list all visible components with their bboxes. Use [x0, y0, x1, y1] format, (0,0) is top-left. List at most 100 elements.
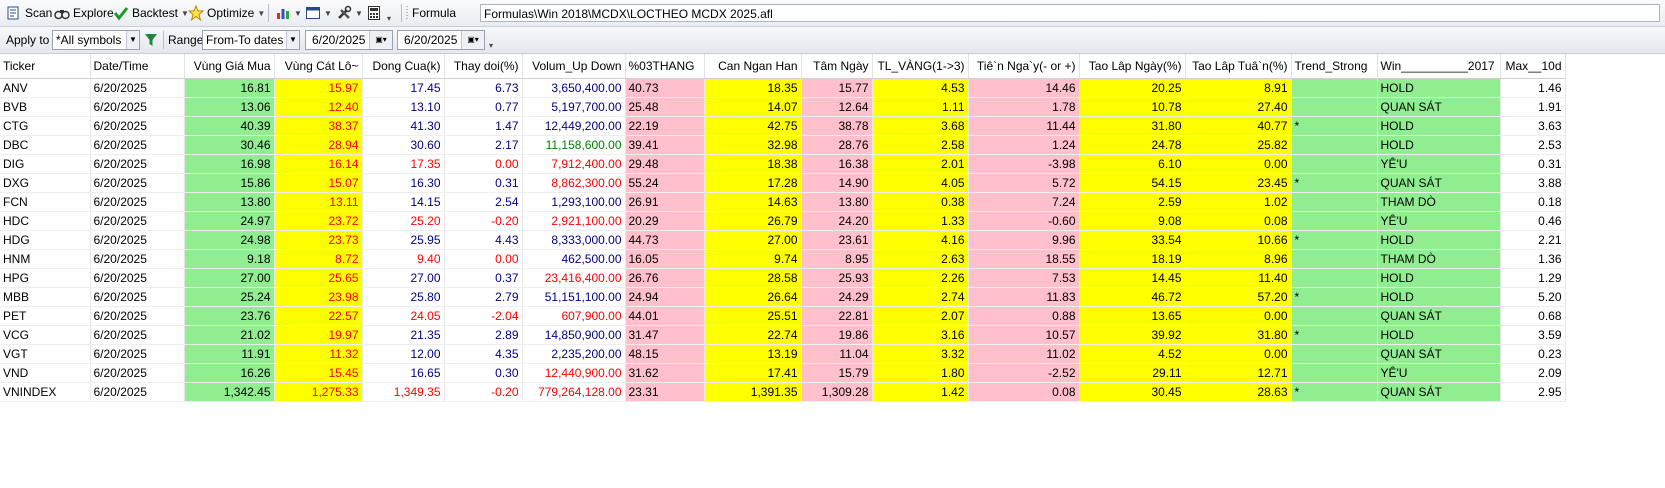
optimize-button[interactable]: Optimize ▼ — [188, 3, 265, 23]
cell-tlngay: 4.52 — [1079, 344, 1186, 364]
layout-dropdown-icon[interactable]: ▼ — [324, 8, 332, 18]
cell-can: 14.07 — [704, 97, 802, 117]
range-select[interactable]: From-To dates ▼ — [202, 30, 300, 50]
cell-thay: 0.77 — [444, 97, 523, 117]
cell-tien: 5.72 — [968, 173, 1080, 193]
optimize-dropdown-icon[interactable]: ▼ — [257, 8, 266, 18]
toolbar-overflow-icon[interactable]: ▾ — [489, 40, 494, 50]
cell-thay: 0.00 — [444, 249, 523, 269]
table-row[interactable]: VCG 6/20/2025 21.02 19.97 21.35 2.89 14,850,90… — [0, 325, 1566, 345]
cell-dong: 25.20 — [362, 211, 445, 231]
cell-tien: -0.60 — [968, 211, 1080, 231]
to-date-picker[interactable]: 6/20/2025 ▣▾ — [397, 30, 485, 50]
backtest-dropdown-icon[interactable]: ▼ — [181, 8, 189, 18]
from-date-picker[interactable]: 6/20/2025 ▣▾ — [305, 30, 393, 50]
column-header[interactable]: %03THANG — [625, 54, 705, 79]
table-row[interactable]: PET 6/20/2025 23.76 22.57 24.05 -2.04 607,900.… — [0, 306, 1566, 326]
cell-tam: 19.86 — [801, 325, 873, 345]
column-header[interactable]: Date/Time — [90, 54, 185, 79]
scan-button[interactable]: Scan — [6, 3, 52, 23]
tools-button[interactable]: ▼ — [336, 3, 363, 23]
cell-max: 1.46 — [1500, 78, 1566, 98]
tools-dropdown-icon[interactable]: ▼ — [355, 8, 363, 18]
apply-to-select[interactable]: *All symbols ▼ — [52, 30, 140, 50]
cell-dong: 30.60 — [362, 135, 445, 155]
cell-tltuan: 0.00 — [1185, 154, 1292, 174]
cell-tien: 18.55 — [968, 249, 1080, 269]
chart-dropdown-icon[interactable]: ▼ — [294, 8, 302, 18]
table-row[interactable]: HPG 6/20/2025 27.00 25.65 27.00 0.37 23,416,40… — [0, 268, 1566, 288]
column-header[interactable]: TL_VÀNG(1->3) — [872, 54, 969, 79]
column-header[interactable]: Tao Lâp Tuâ`n(%) — [1185, 54, 1292, 79]
column-header[interactable]: Volum_Up Down — [522, 54, 626, 79]
cell-trend — [1291, 306, 1378, 326]
table-row[interactable]: HNM 6/20/2025 9.18 8.72 9.40 0.00 462,500.00 16… — [0, 249, 1566, 269]
cell-cat: 11.32 — [274, 344, 363, 364]
table-row[interactable]: HDG 6/20/2025 24.98 23.73 25.95 4.43 8,333,000… — [0, 230, 1566, 250]
cell-tl: 1.42 — [872, 382, 969, 402]
cell-thay: 0.37 — [444, 268, 523, 288]
table-row[interactable]: VGT 6/20/2025 11.91 11.32 12.00 4.35 2,235,200… — [0, 344, 1566, 364]
table-row[interactable]: BVB 6/20/2025 13.06 12.40 13.10 0.77 5,197,700… — [0, 97, 1566, 117]
cell-date: 6/20/2025 — [90, 97, 185, 117]
formula-label: Formula — [406, 3, 456, 23]
explore-button[interactable]: Explore — [54, 3, 114, 23]
layout-button[interactable]: ▼ — [305, 3, 332, 23]
calculator-button[interactable] — [366, 3, 382, 23]
cell-thay: 4.43 — [444, 230, 523, 250]
filter-icon — [145, 34, 157, 46]
cell-mua: 11.91 — [184, 344, 275, 364]
column-header[interactable]: Tiê`n Nga`y(- or +) — [968, 54, 1080, 79]
table-row[interactable]: DIG 6/20/2025 16.98 16.14 17.35 0.00 7,912,400… — [0, 154, 1566, 174]
cell-cat: 23.98 — [274, 287, 363, 307]
table-row[interactable]: HDC 6/20/2025 24.97 23.72 25.20 -0.20 2,921,10… — [0, 211, 1566, 231]
table-row[interactable]: VND 6/20/2025 16.26 15.45 16.65 0.30 12,440,90… — [0, 363, 1566, 383]
column-header[interactable]: Tâm Ngày — [801, 54, 873, 79]
cell-tien: 14.46 — [968, 78, 1080, 98]
cell-tam: 11.04 — [801, 344, 873, 364]
column-header[interactable]: Trend_Strong — [1291, 54, 1378, 79]
apply-to-label: Apply to — [6, 33, 50, 47]
table-row[interactable]: ANV 6/20/2025 16.81 15.97 17.45 6.73 3,650,400… — [0, 78, 1566, 98]
cell-can: 27.00 — [704, 230, 802, 250]
cell-win: HOLD — [1377, 325, 1501, 345]
cell-dong: 14.15 — [362, 192, 445, 212]
filter-button[interactable] — [143, 30, 159, 50]
column-header[interactable]: Dong Cua(k) — [362, 54, 445, 79]
cell-trend: * — [1291, 116, 1378, 136]
cell-dong: 24.05 — [362, 306, 445, 326]
column-header[interactable]: Vùng Cát Lô~ — [274, 54, 363, 79]
column-header[interactable]: Can Ngan Han — [704, 54, 802, 79]
chart-button[interactable]: ▼ — [275, 3, 302, 23]
formula-path-input[interactable]: Formulas\Win 2018\MCDX\LOCTHEO MCDX 2025… — [480, 4, 1660, 22]
cell-max: 3.59 — [1500, 325, 1566, 345]
table-row[interactable]: DBC 6/20/2025 30.46 28.94 30.60 2.17 11,158,60… — [0, 135, 1566, 155]
cell-max: 0.46 — [1500, 211, 1566, 231]
cell-can: 22.74 — [704, 325, 802, 345]
cell-ticker: HDC — [0, 211, 91, 231]
column-header[interactable]: Max__10d — [1500, 54, 1566, 79]
cell-date: 6/20/2025 — [90, 382, 185, 402]
table-row[interactable]: MBB 6/20/2025 25.24 23.98 25.80 2.79 51,151,10… — [0, 287, 1566, 307]
table-row[interactable]: CTG 6/20/2025 40.39 38.37 41.30 1.47 12,449,20… — [0, 116, 1566, 136]
table-row[interactable]: FCN 6/20/2025 13.80 13.11 14.15 2.54 1,293,100… — [0, 192, 1566, 212]
column-header[interactable]: Thay doi(%) — [444, 54, 523, 79]
column-header[interactable]: Vùng Giá Mua — [184, 54, 275, 79]
toolbar-separator — [268, 4, 269, 22]
cell-date: 6/20/2025 — [90, 344, 185, 364]
table-row[interactable]: DXG 6/20/2025 15.86 15.07 16.30 0.31 8,862,300… — [0, 173, 1566, 193]
cell-mua: 16.26 — [184, 363, 275, 383]
table-row[interactable]: VNINDEX 6/20/2025 1,342.45 1,275.33 1,349.35… — [0, 382, 1566, 402]
cell-tlngay: 18.19 — [1079, 249, 1186, 269]
cell-tltuan: 25.82 — [1185, 135, 1292, 155]
backtest-button[interactable]: Backtest ▼ — [113, 3, 189, 23]
toolbar-overflow-icon[interactable]: ▾ — [387, 13, 392, 23]
column-header[interactable]: Ticker — [0, 54, 91, 79]
cell-tien: 10.57 — [968, 325, 1080, 345]
grip-icon — [406, 6, 408, 20]
cell-date: 6/20/2025 — [90, 249, 185, 269]
column-header[interactable]: Win__________2017 — [1377, 54, 1501, 79]
cell-p3: 16.05 — [625, 249, 705, 269]
column-header[interactable]: Tao Lâp Ngày(%) — [1079, 54, 1186, 79]
backtest-label: Backtest — [132, 6, 179, 20]
